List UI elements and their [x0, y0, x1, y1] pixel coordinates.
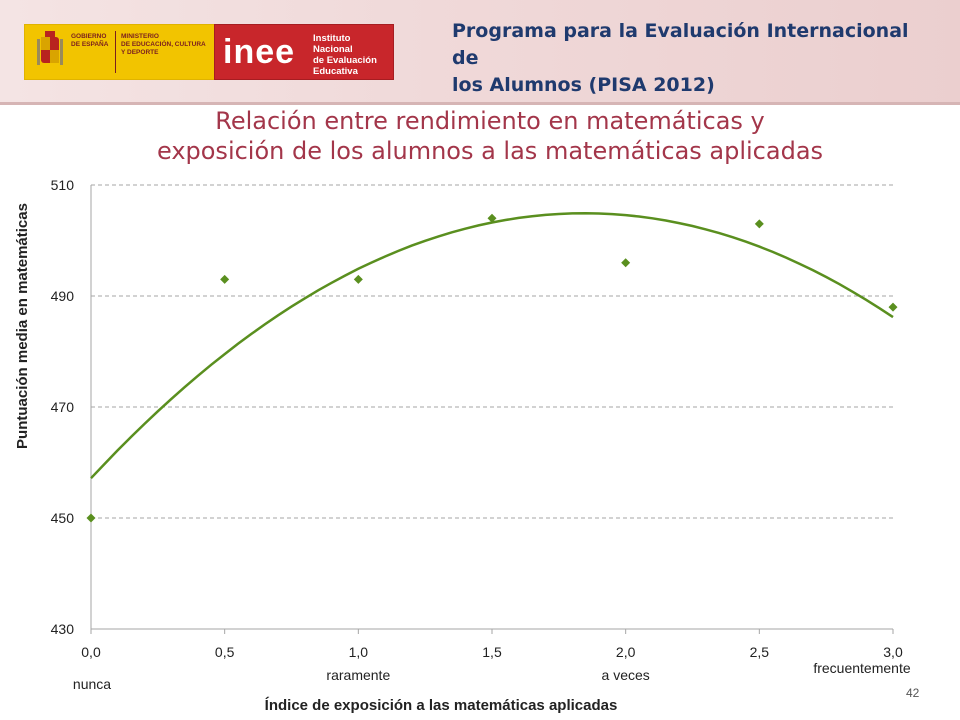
chart-title-line: Relación entre rendimiento en matemática… [215, 107, 765, 135]
category-annotation: frecuentemente [813, 660, 910, 676]
gov-logo-line: GOBIERNO [71, 33, 107, 40]
inee-logo: inee Instituto Nacional de Evaluación Ed… [214, 24, 394, 80]
y-tick-label: 470 [51, 399, 75, 415]
x-tick-label: 2,5 [750, 644, 770, 660]
category-annotation: raramente [326, 667, 390, 683]
trendline [90, 212, 894, 480]
x-tick-label: 1,0 [349, 644, 369, 660]
program-title-line: Programa para la Evaluación Internaciona… [452, 20, 909, 69]
chart-title: Relación entre rendimiento en matemática… [0, 106, 960, 166]
ministry-logo-text: MINISTERIO DE EDUCACIÓN, CULTURA Y DEPOR… [121, 33, 211, 57]
government-logo: GOBIERNO DE ESPAÑA MINISTERIO DE EDUCACI… [24, 24, 216, 80]
inee-logo-subtitle: Instituto Nacional de Evaluación Educati… [313, 33, 391, 77]
data-point [487, 213, 497, 223]
x-tick-label: 0,0 [81, 644, 101, 660]
program-title: Programa para la Evaluación Internaciona… [452, 18, 932, 99]
x-tick-label: 2,0 [616, 644, 636, 660]
header-divider [0, 102, 960, 105]
inee-logo-line: Educativa [313, 66, 358, 77]
inee-logo-line: de Evaluación [313, 55, 377, 66]
page-number: 42 [906, 686, 920, 700]
chart-title-line: exposición de los alumnos a las matemáti… [156, 137, 824, 165]
data-point [353, 274, 363, 284]
y-tick-label: 450 [51, 510, 75, 526]
x-axis-title: Índice de exposición a las matemáticas a… [265, 697, 618, 714]
x-tick-label: 0,5 [215, 644, 235, 660]
gov-logo-line: DE ESPAÑA [71, 41, 109, 48]
inee-logo-line: Instituto Nacional [313, 33, 353, 55]
inee-logo-word: inee [223, 33, 296, 71]
data-point [888, 302, 898, 312]
y-tick-label: 510 [51, 177, 75, 193]
data-point [621, 258, 631, 268]
ministry-logo-line: DE EDUCACIÓN, CULTURA [121, 41, 206, 48]
data-point [754, 219, 764, 229]
logo-separator [115, 31, 116, 73]
category-annotation: a veces [602, 667, 650, 683]
ministry-logo-line: Y DEPORTE [121, 49, 159, 56]
y-axis-title: Puntuación media en matemáticas [14, 203, 31, 449]
program-title-line: los Alumnos (PISA 2012) [452, 74, 715, 96]
x-tick-label: 1,5 [482, 644, 502, 660]
government-logo-text: GOBIERNO DE ESPAÑA [71, 33, 111, 49]
ministry-logo-line: MINISTERIO [121, 33, 159, 40]
data-point [86, 513, 96, 523]
y-tick-label: 430 [51, 621, 75, 637]
data-point [220, 274, 230, 284]
category-annotation: nunca [73, 676, 111, 692]
y-tick-label: 490 [51, 288, 75, 304]
coat-of-arms-icon [37, 31, 63, 65]
x-tick-label: 3,0 [883, 644, 903, 660]
